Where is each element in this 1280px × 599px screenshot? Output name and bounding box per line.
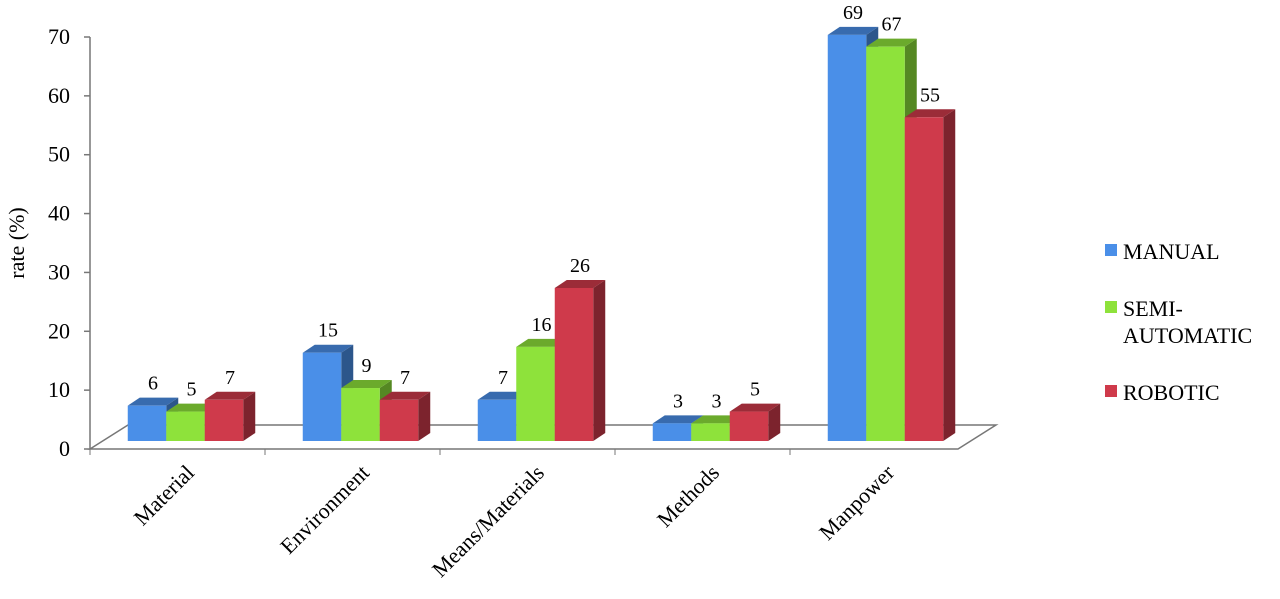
y-tick-label: 0: [59, 436, 70, 461]
bar-top: [379, 391, 431, 400]
data-label: 26: [570, 255, 590, 277]
y-tick-label: 70: [48, 24, 70, 49]
data-label: 5: [187, 379, 197, 401]
data-label: 3: [712, 390, 722, 412]
bar: [302, 352, 342, 441]
floor: [87, 424, 999, 450]
data-label: 9: [362, 355, 372, 377]
bar-top: [516, 338, 567, 347]
y-tick-label: 40: [48, 201, 70, 226]
data-label: 15: [318, 320, 338, 342]
data-label: 69: [843, 2, 863, 24]
y-axis-label: rate (%): [4, 207, 29, 278]
legend-swatch: [1105, 301, 1117, 313]
bar-top: [729, 403, 781, 412]
bar: [691, 423, 730, 441]
bar: [652, 423, 692, 441]
bar: [554, 287, 594, 441]
legend-swatch: [1105, 385, 1117, 397]
y-tick-label: 60: [48, 83, 70, 108]
x-tick-label: Methods: [652, 460, 724, 532]
data-label: 16: [532, 314, 552, 336]
bar: [477, 399, 517, 441]
bar-top: [827, 26, 879, 35]
bar-side: [243, 391, 256, 441]
bar-top: [166, 403, 217, 412]
data-label: 6: [148, 373, 158, 395]
legend-item: MANUAL: [1105, 238, 1280, 265]
bar: [904, 117, 944, 442]
bar-top: [341, 380, 392, 389]
bar: [341, 388, 380, 441]
data-label: 5: [750, 379, 760, 401]
data-label: 7: [400, 367, 410, 389]
bar: [204, 399, 244, 441]
legend-label: SEMI-AUTOMATIC: [1123, 296, 1253, 348]
legend-swatch: [1105, 244, 1117, 256]
data-label: 7: [225, 367, 235, 389]
legend-item: ROBOTIC: [1105, 379, 1280, 406]
bar-side: [418, 391, 431, 441]
bar-top: [127, 397, 179, 406]
legend-item: SEMI-AUTOMATIC: [1105, 295, 1280, 349]
data-label: 67: [882, 14, 902, 36]
legend: MANUAL SEMI-AUTOMATIC ROBOTIC: [1105, 238, 1280, 436]
bar-top: [204, 391, 256, 400]
bar: [166, 411, 205, 441]
x-tick-label: Environment: [275, 460, 374, 559]
bar-top: [691, 415, 742, 424]
bar: [379, 399, 419, 441]
x-tick-label: Material: [129, 460, 199, 530]
legend-label: ROBOTIC: [1123, 380, 1220, 405]
bar-top: [904, 109, 956, 118]
x-tick-label: Manpower: [814, 459, 900, 545]
bar-top: [652, 415, 704, 424]
data-label: 7: [498, 367, 508, 389]
bar: [866, 46, 905, 442]
bar: [127, 405, 167, 441]
bar-side: [943, 109, 956, 442]
bar-side: [768, 403, 781, 441]
y-tick-label: 20: [48, 318, 70, 343]
y-tick-label: 10: [48, 377, 70, 402]
bar-top: [554, 279, 606, 288]
data-label: 55: [920, 84, 940, 106]
x-tick-label: Means/Materials: [427, 460, 549, 582]
bar-top: [477, 391, 529, 400]
legend-label: MANUAL: [1123, 239, 1220, 264]
y-tick-label: 30: [48, 259, 70, 284]
bar-top: [302, 344, 354, 353]
y-tick-label: 50: [48, 142, 70, 167]
bar: [827, 34, 867, 442]
bar: [516, 346, 555, 441]
bar-top: [866, 38, 917, 47]
bar-side: [593, 279, 606, 441]
bar: [729, 411, 769, 441]
data-label: 3: [673, 390, 683, 412]
